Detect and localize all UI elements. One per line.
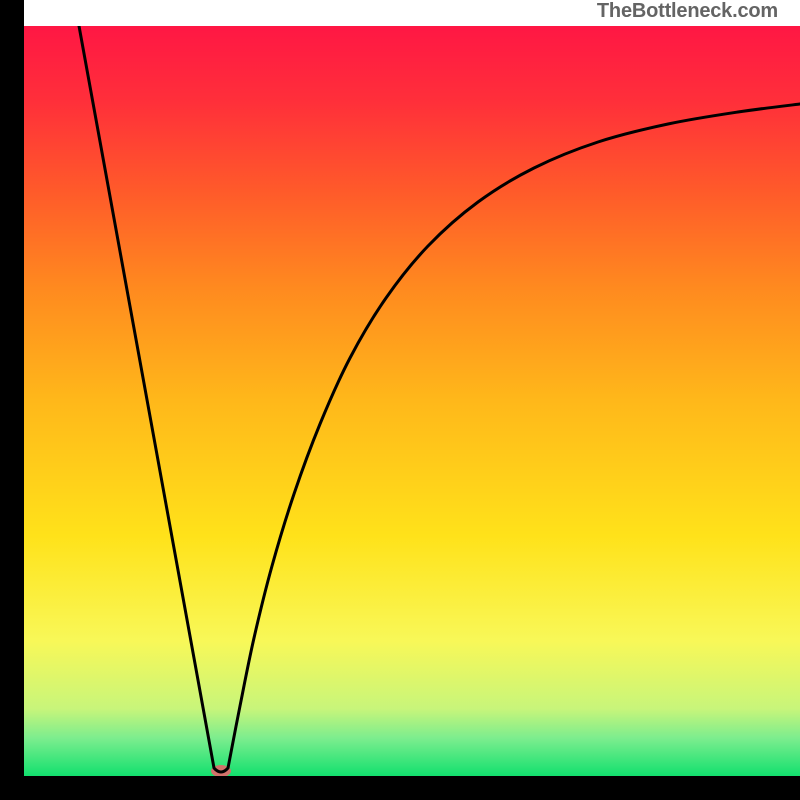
- border-left: [0, 0, 24, 800]
- gradient-background: [24, 26, 800, 776]
- chart-container: TheBottleneck.com: [0, 0, 800, 800]
- attribution-text: TheBottleneck.com: [597, 0, 778, 23]
- plot-area: [24, 26, 800, 776]
- plot-svg: [24, 26, 800, 776]
- border-bottom: [0, 776, 800, 800]
